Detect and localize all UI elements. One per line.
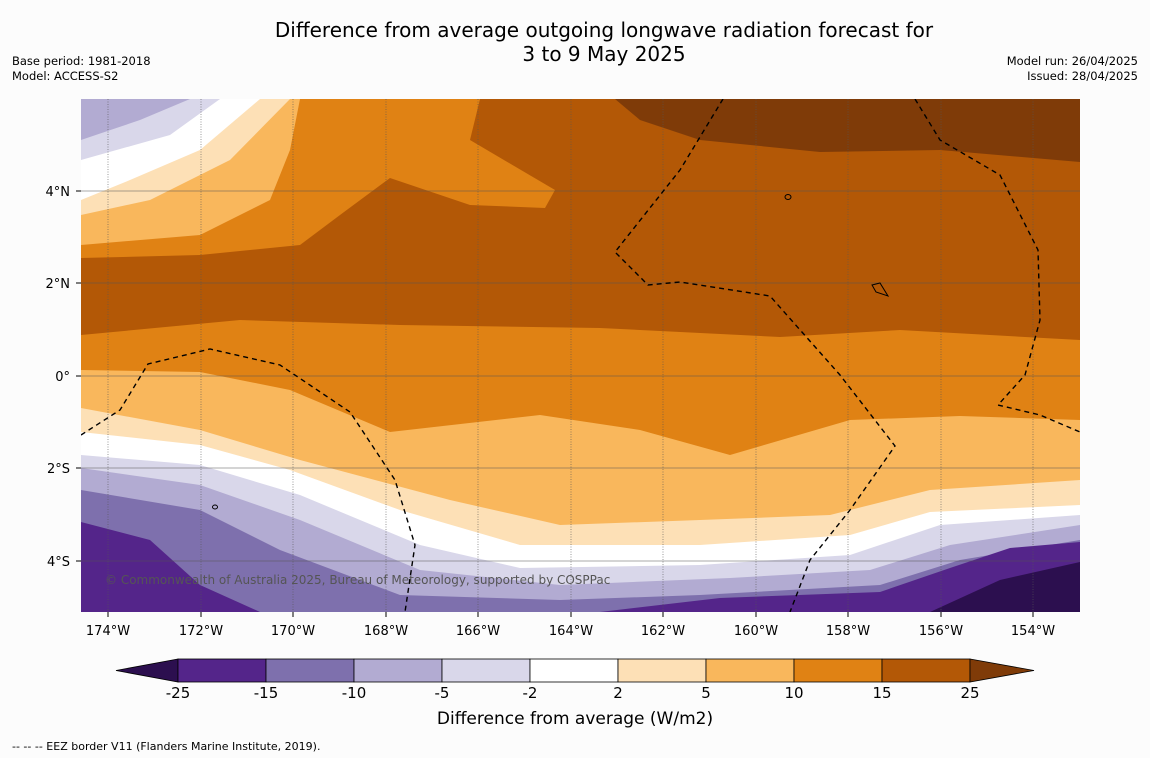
contour-band-minus10-minus15-south	[81, 490, 1080, 612]
base-period: Base period: 1981-2018	[12, 54, 151, 68]
lon-label: 174°W	[86, 624, 130, 639]
title-line-1: Difference from average outgoing longwav…	[274, 18, 934, 42]
lat-label: 4°N	[46, 185, 71, 200]
map-contours	[81, 99, 1080, 612]
colorbar-segment	[177, 658, 267, 683]
colorbar-extend-low	[115, 658, 179, 683]
chart-title: Difference from average outgoing longwav…	[0, 18, 1150, 66]
colorbar	[115, 658, 1035, 683]
contour-band-minus15-minus25-west	[81, 522, 260, 612]
model-run: Model run: 26/04/2025	[1006, 54, 1138, 68]
meta-left: Base period: 1981-2018 Model: ACCESS-S2	[12, 54, 151, 84]
lon-label: 168°W	[364, 624, 408, 639]
model-name: Model: ACCESS-S2	[12, 69, 119, 83]
island-outlines	[212, 194, 890, 510]
lon-label: 154°W	[1011, 624, 1055, 639]
lat-label: 2°S	[47, 462, 70, 477]
lon-label: 158°W	[826, 624, 870, 639]
colorbar-tick: 2	[613, 684, 623, 702]
contour-band-minus15-minus25-east	[600, 542, 1080, 612]
lon-label: 166°W	[456, 624, 500, 639]
colorbar-tick: -15	[253, 684, 279, 702]
lon-label: 172°W	[179, 624, 223, 639]
lon-label: 160°W	[734, 624, 778, 639]
colorbar-segment	[705, 658, 795, 683]
colorbar-tick: 10	[784, 684, 804, 702]
colorbar-segment	[441, 658, 531, 683]
colorbar-tick: 15	[872, 684, 892, 702]
colorbar-segment	[617, 658, 707, 683]
colorbar-title: Difference from average (W/m2)	[436, 709, 714, 729]
colorbar-tick: -25	[165, 684, 191, 702]
lon-label: 164°W	[549, 624, 593, 639]
contour-band-above-25	[615, 99, 1080, 162]
contour-band-15-25	[81, 99, 1080, 340]
eez-borders	[81, 99, 1080, 612]
title-line-2: 3 to 9 May 2025	[522, 42, 686, 66]
colorbar-tick: -10	[341, 684, 367, 702]
colorbar-segment	[529, 658, 619, 683]
parallel-gridlines	[81, 190, 1080, 562]
meta-right: Model run: 26/04/2025 Issued: 28/04/2025	[1007, 54, 1138, 84]
colorbar-segment	[265, 658, 355, 683]
lon-label: 170°W	[271, 624, 315, 639]
copyright-text: © Commonwealth of Australia 2025, Bureau…	[105, 573, 610, 587]
latitude-labels: 4°N 2°N 0° 2°S 4°S	[46, 185, 71, 570]
longitude-labels: 174°W 172°W 170°W 168°W 166°W 164°W 162°…	[86, 624, 1055, 639]
lon-label: 156°W	[919, 624, 963, 639]
colorbar-extend-high	[969, 658, 1035, 683]
issued-date: Issued: 28/04/2025	[1027, 69, 1138, 83]
lon-label: 162°W	[641, 624, 685, 639]
lat-label: 4°S	[47, 555, 70, 570]
colorbar-segment	[793, 658, 883, 683]
colorbar-tick: -5	[434, 684, 450, 702]
colorbar-tick: -2	[522, 684, 538, 702]
colorbar-tick: 25	[960, 684, 980, 702]
eez-legend: -- -- -- EEZ border V11 (Flanders Marine…	[12, 740, 321, 753]
colorbar-segment	[353, 658, 443, 683]
colorbar-segment	[881, 658, 971, 683]
axis-ticks	[76, 190, 1034, 617]
lat-label: 2°N	[46, 277, 71, 292]
colorbar-tick: 5	[701, 684, 711, 702]
meridian-gridlines	[107, 99, 1034, 612]
contour-band-below-minus25	[930, 562, 1080, 612]
lat-label: 0°	[55, 370, 70, 385]
